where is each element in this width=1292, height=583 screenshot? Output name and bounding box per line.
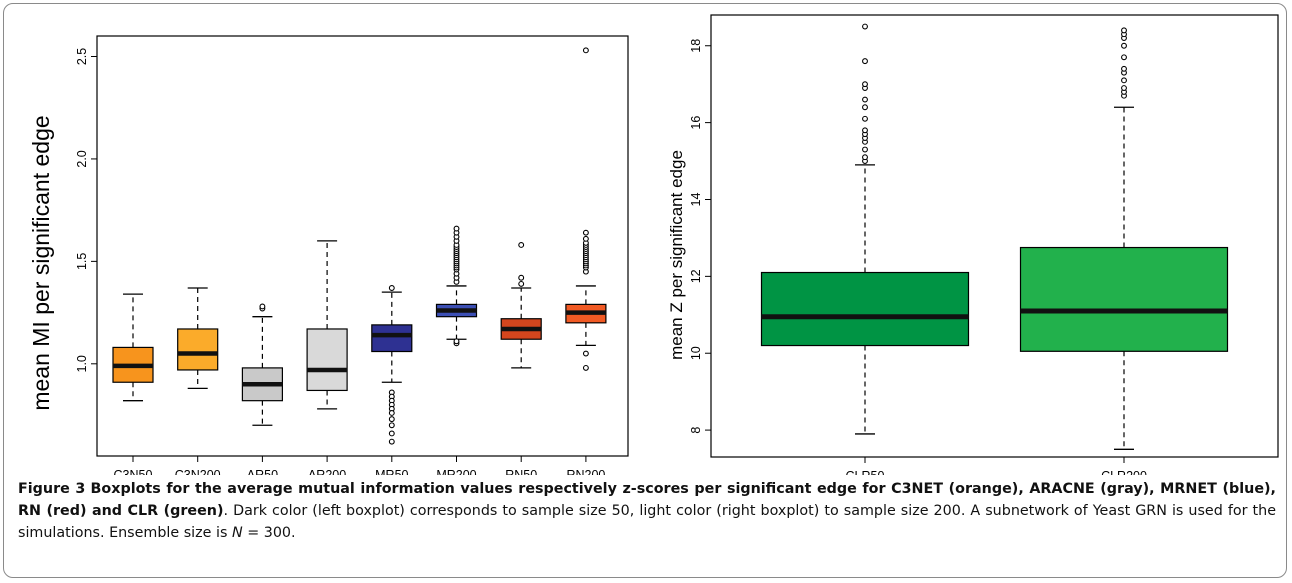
- left-box-c3n200: [177, 287, 219, 390]
- caption-body-1: . Dark color (left boxplot) corresponds …: [18, 503, 1276, 541]
- outlier-point: [388, 410, 395, 416]
- left-y-tick-label: 2.5: [75, 48, 89, 65]
- outlier-point: [582, 47, 589, 54]
- outlier-point: [582, 229, 589, 236]
- left-y-axis-label: mean MI per significant edge: [28, 115, 54, 410]
- boxplot-z-chart: mean Z per significant edge 8 10 12 14 16 18 C…: [667, 14, 1279, 475]
- left-x-tick-label: RN50: [505, 468, 537, 475]
- right-box-clr50: [760, 23, 970, 435]
- right-plot-frame: [710, 14, 1279, 458]
- boxplot-mi-chart: mean MI per significant edge 1.0 1.5 2.0 2.…: [28, 35, 629, 475]
- right-y-tick-label: 18: [689, 39, 703, 53]
- left-x-tick-label: C3N200: [175, 468, 221, 475]
- outlier-point: [862, 127, 868, 134]
- box-body: [177, 328, 219, 371]
- right-x-tick-label: CLR50: [846, 469, 885, 475]
- outlier-point: [862, 115, 868, 122]
- outlier-point: [862, 104, 868, 111]
- outlier-point: [1121, 65, 1127, 72]
- outlier-point: [862, 23, 868, 30]
- box-body: [760, 271, 970, 347]
- outlier-point: [388, 430, 395, 437]
- outlier-point: [259, 303, 266, 310]
- outlier-point: [388, 416, 395, 423]
- left-box-ar200: [306, 240, 348, 410]
- right-y-tick-label: 14: [689, 192, 703, 206]
- outlier-point: [582, 235, 589, 242]
- outlier-point: [862, 81, 868, 88]
- outlier-point: [388, 285, 395, 291]
- left-plot-frame: [96, 35, 629, 457]
- right-y-tick-label: 12: [689, 269, 703, 283]
- caption-label: Figure 3: [18, 481, 86, 497]
- outlier-point: [862, 146, 868, 153]
- left-y-tick-label: 1.0: [75, 355, 89, 372]
- outlier-point: [862, 96, 868, 103]
- figure-caption: Figure 3 Boxplots for the average mutual…: [18, 478, 1276, 544]
- left-x-tick-label: AR200: [308, 468, 346, 475]
- left-y-tick-label: 1.5: [75, 253, 89, 270]
- left-x-tick-label: RN200: [566, 468, 605, 475]
- left-box-c3n50: [112, 293, 154, 402]
- outlier-point: [582, 364, 589, 371]
- left-x-tick-label: MR50: [375, 468, 408, 475]
- left-box-mr200: [435, 225, 478, 347]
- outlier-point: [518, 274, 525, 281]
- left-y-tick-label: 2.0: [75, 150, 89, 167]
- right-box-clr200: [1019, 27, 1229, 450]
- outlier-point: [1121, 54, 1127, 61]
- outlier-point: [862, 154, 868, 161]
- outlier-point: [518, 242, 525, 248]
- outlier-point: [453, 225, 460, 232]
- left-x-tick-label: AR50: [247, 468, 278, 475]
- outlier-point: [388, 438, 395, 445]
- left-box-rn200: [565, 47, 607, 371]
- right-x-tick-label: CLR200: [1101, 469, 1147, 475]
- outlier-point: [1121, 77, 1127, 84]
- left-box-ar50: [241, 303, 283, 426]
- outlier-point: [453, 338, 460, 345]
- caption-variable: N: [231, 525, 243, 541]
- figure-frame: [3, 3, 1287, 578]
- left-box-rn50: [500, 242, 542, 369]
- outlier-point: [518, 280, 525, 287]
- caption-body-2: = 300.: [242, 525, 296, 541]
- outlier-point: [1121, 42, 1127, 49]
- right-y-tick-label: 8: [689, 427, 703, 434]
- right-y-tick-label: 10: [689, 346, 703, 360]
- right-y-axis-label: mean Z per significant edge: [667, 150, 686, 360]
- box-body: [306, 328, 348, 392]
- outlier-point: [582, 350, 589, 357]
- outlier-point: [388, 422, 395, 429]
- caption-title: Boxplots for the average mutual informat…: [18, 481, 1276, 519]
- outlier-point: [1121, 85, 1127, 91]
- outlier-point: [1121, 27, 1127, 34]
- left-x-tick-label: C3N50: [114, 468, 153, 475]
- box-body: [371, 324, 413, 353]
- left-x-tick-label: MR200: [436, 468, 476, 475]
- left-box-mr50: [371, 285, 413, 445]
- outlier-point: [862, 58, 868, 65]
- box-body: [1019, 246, 1229, 352]
- right-y-tick-label: 16: [689, 116, 703, 130]
